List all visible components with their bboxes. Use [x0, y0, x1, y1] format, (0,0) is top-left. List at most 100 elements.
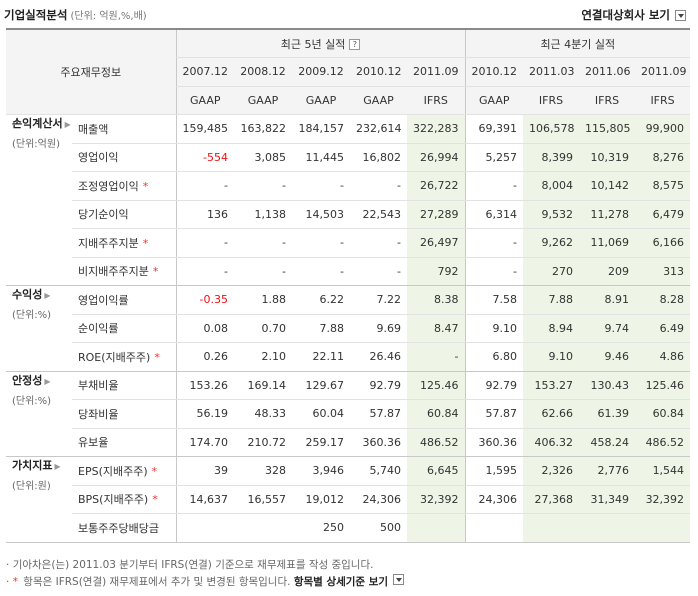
value-cell: 26,497	[407, 228, 466, 258]
value-cell: 115,805	[579, 114, 636, 144]
value-cell: -	[234, 257, 293, 286]
row-label: EPS(지배주주) *	[72, 456, 177, 486]
section-label: 손익계산서 ▶ (단위:억원)	[6, 114, 72, 286]
star-marker-icon: *	[12, 576, 18, 588]
section-header: 기업실적분석 (단위: 억원,%,배) 연결대상회사 보기	[0, 0, 698, 28]
value-cell: 153.27	[523, 371, 580, 400]
footnote-star: · * 항목은 IFRS(연결) 재무제표에서 추가 및 변경된 항목입니다. …	[6, 574, 696, 591]
value-cell: 322,283	[407, 114, 466, 144]
value-cell: 159,485	[175, 114, 235, 144]
table-row: 손익계산서 ▶ (단위:억원) 매출액 159,485 163,822 184,157 232…	[6, 114, 691, 286]
value-cell: 26,994	[407, 143, 466, 172]
value-cell: 125.46	[635, 371, 691, 400]
value-cell	[635, 513, 691, 543]
table-row: 지배주주지분 * - - - -26,497-9,262 11,069 6,166	[6, 228, 691, 258]
row-label: 보통주주당배당금	[72, 513, 177, 543]
value-cell: 10,142	[579, 171, 636, 201]
value-cell: 500	[350, 513, 408, 543]
value-cell: -	[175, 228, 235, 258]
period-header: 2008.12	[234, 57, 293, 87]
period-header: 2010.12	[464, 57, 524, 87]
value-cell: 7.58	[464, 285, 524, 315]
row-label: 매출액	[72, 114, 177, 144]
value-cell: -	[464, 228, 524, 258]
value-cell: 0.08	[175, 314, 235, 343]
row-label: 당좌비율	[72, 399, 177, 429]
value-cell: 2.10	[234, 342, 293, 372]
value-cell: 5,740	[350, 456, 408, 486]
dropdown-arrow-icon[interactable]	[393, 574, 405, 585]
value-cell: 270	[523, 257, 580, 286]
value-cell: -	[464, 171, 524, 201]
value-cell: 2,326	[523, 456, 580, 486]
row-label: 유보율	[72, 428, 177, 457]
value-cell: 153.26	[175, 371, 235, 400]
value-cell: 9.69	[350, 314, 408, 343]
standard-header: IFRS	[635, 86, 691, 115]
help-icon[interactable]: ?	[349, 39, 361, 50]
value-cell: 184,157	[292, 114, 351, 144]
value-cell: 92.79	[350, 371, 408, 400]
table-row: BPS(지배주주) * 14,637 16,557 19,012 24,306 32,392…	[6, 485, 691, 514]
row-label: 영업이익률	[72, 285, 177, 315]
star-marker-icon: *	[154, 350, 160, 364]
value-cell: 27,289	[407, 200, 466, 229]
value-cell: 486.52	[635, 428, 691, 457]
period-header: 2011.03	[523, 57, 580, 87]
value-cell: 1,595	[464, 456, 524, 486]
value-cell: 9.46	[579, 342, 636, 372]
value-cell: 8,004	[523, 171, 580, 201]
dropdown-arrow-icon[interactable]	[675, 9, 686, 21]
value-cell: -	[464, 257, 524, 286]
value-cell: 6,314	[464, 200, 524, 229]
main-header: 주요재무정보	[6, 29, 177, 115]
consolidated-toggle[interactable]: 연결대상회사 보기	[581, 7, 686, 23]
table-row: 당기순이익 136 1,138 14,503 22,543 27,289 6,314 9,53…	[6, 200, 691, 229]
value-cell: -0.35	[175, 285, 235, 315]
value-cell: 69,391	[464, 114, 524, 144]
star-marker-icon: *	[142, 179, 149, 193]
value-cell: -	[350, 171, 408, 201]
standard-header: GAAP	[292, 86, 351, 115]
value-cell: 169.14	[234, 371, 293, 400]
value-cell: 1.88	[234, 285, 293, 315]
table-row: 비지배주주지분 * - - - -792-270 209 313	[6, 257, 691, 286]
value-cell: 11,278	[579, 200, 636, 229]
footnote-ifrs: · 기아차은(는) 2011.03 분기부터 IFRS(연결) 기준으로 재무제…	[6, 559, 374, 571]
value-cell: 6.80	[464, 342, 524, 372]
value-cell: 92.79	[464, 371, 524, 400]
value-cell	[234, 513, 293, 543]
table-row: ROE(지배주주) * 0.26 2.10 22.11 26.46-6.80 9.10 9.4…	[6, 342, 691, 372]
table-row: 영업이익 -554 3,085 11,445 16,802 26,994 5,257 8,39…	[6, 143, 691, 172]
value-cell: 106,578	[523, 114, 580, 144]
row-label: BPS(지배주주) *	[72, 485, 177, 514]
triangle-right-icon: ▶	[54, 462, 61, 471]
value-cell: 360.36	[350, 428, 408, 457]
value-cell: 232,614	[350, 114, 408, 144]
value-cell: 129.67	[292, 371, 351, 400]
standard-header: GAAP	[175, 86, 235, 115]
value-cell: 6.49	[635, 314, 691, 343]
value-cell: 4.86	[635, 342, 691, 372]
row-label: 순이익률	[72, 314, 177, 343]
value-cell: 250	[292, 513, 351, 543]
section-label: 안정성 ▶ (단위:%)	[6, 371, 72, 457]
value-cell: 259.17	[292, 428, 351, 457]
detail-criteria-link[interactable]: 항목별 상세기준 보기	[293, 576, 389, 588]
value-cell: 60.84	[635, 399, 691, 429]
value-cell: 130.43	[579, 371, 636, 400]
value-cell: 360.36	[464, 428, 524, 457]
value-cell: 22.11	[292, 342, 351, 372]
value-cell: 9.10	[464, 314, 524, 343]
consolidated-label: 연결대상회사 보기	[581, 8, 670, 22]
value-cell: 1,138	[234, 200, 293, 229]
star-marker-icon: *	[142, 236, 149, 250]
value-cell: -554	[175, 143, 235, 172]
value-cell: 56.19	[175, 399, 235, 429]
triangle-right-icon: ▶	[44, 376, 51, 386]
value-cell: 174.70	[175, 428, 235, 457]
value-cell: 32,392	[407, 485, 466, 514]
value-cell: 0.70	[234, 314, 293, 343]
value-cell: 26,722	[407, 171, 466, 201]
value-cell: 8.47	[407, 314, 466, 343]
